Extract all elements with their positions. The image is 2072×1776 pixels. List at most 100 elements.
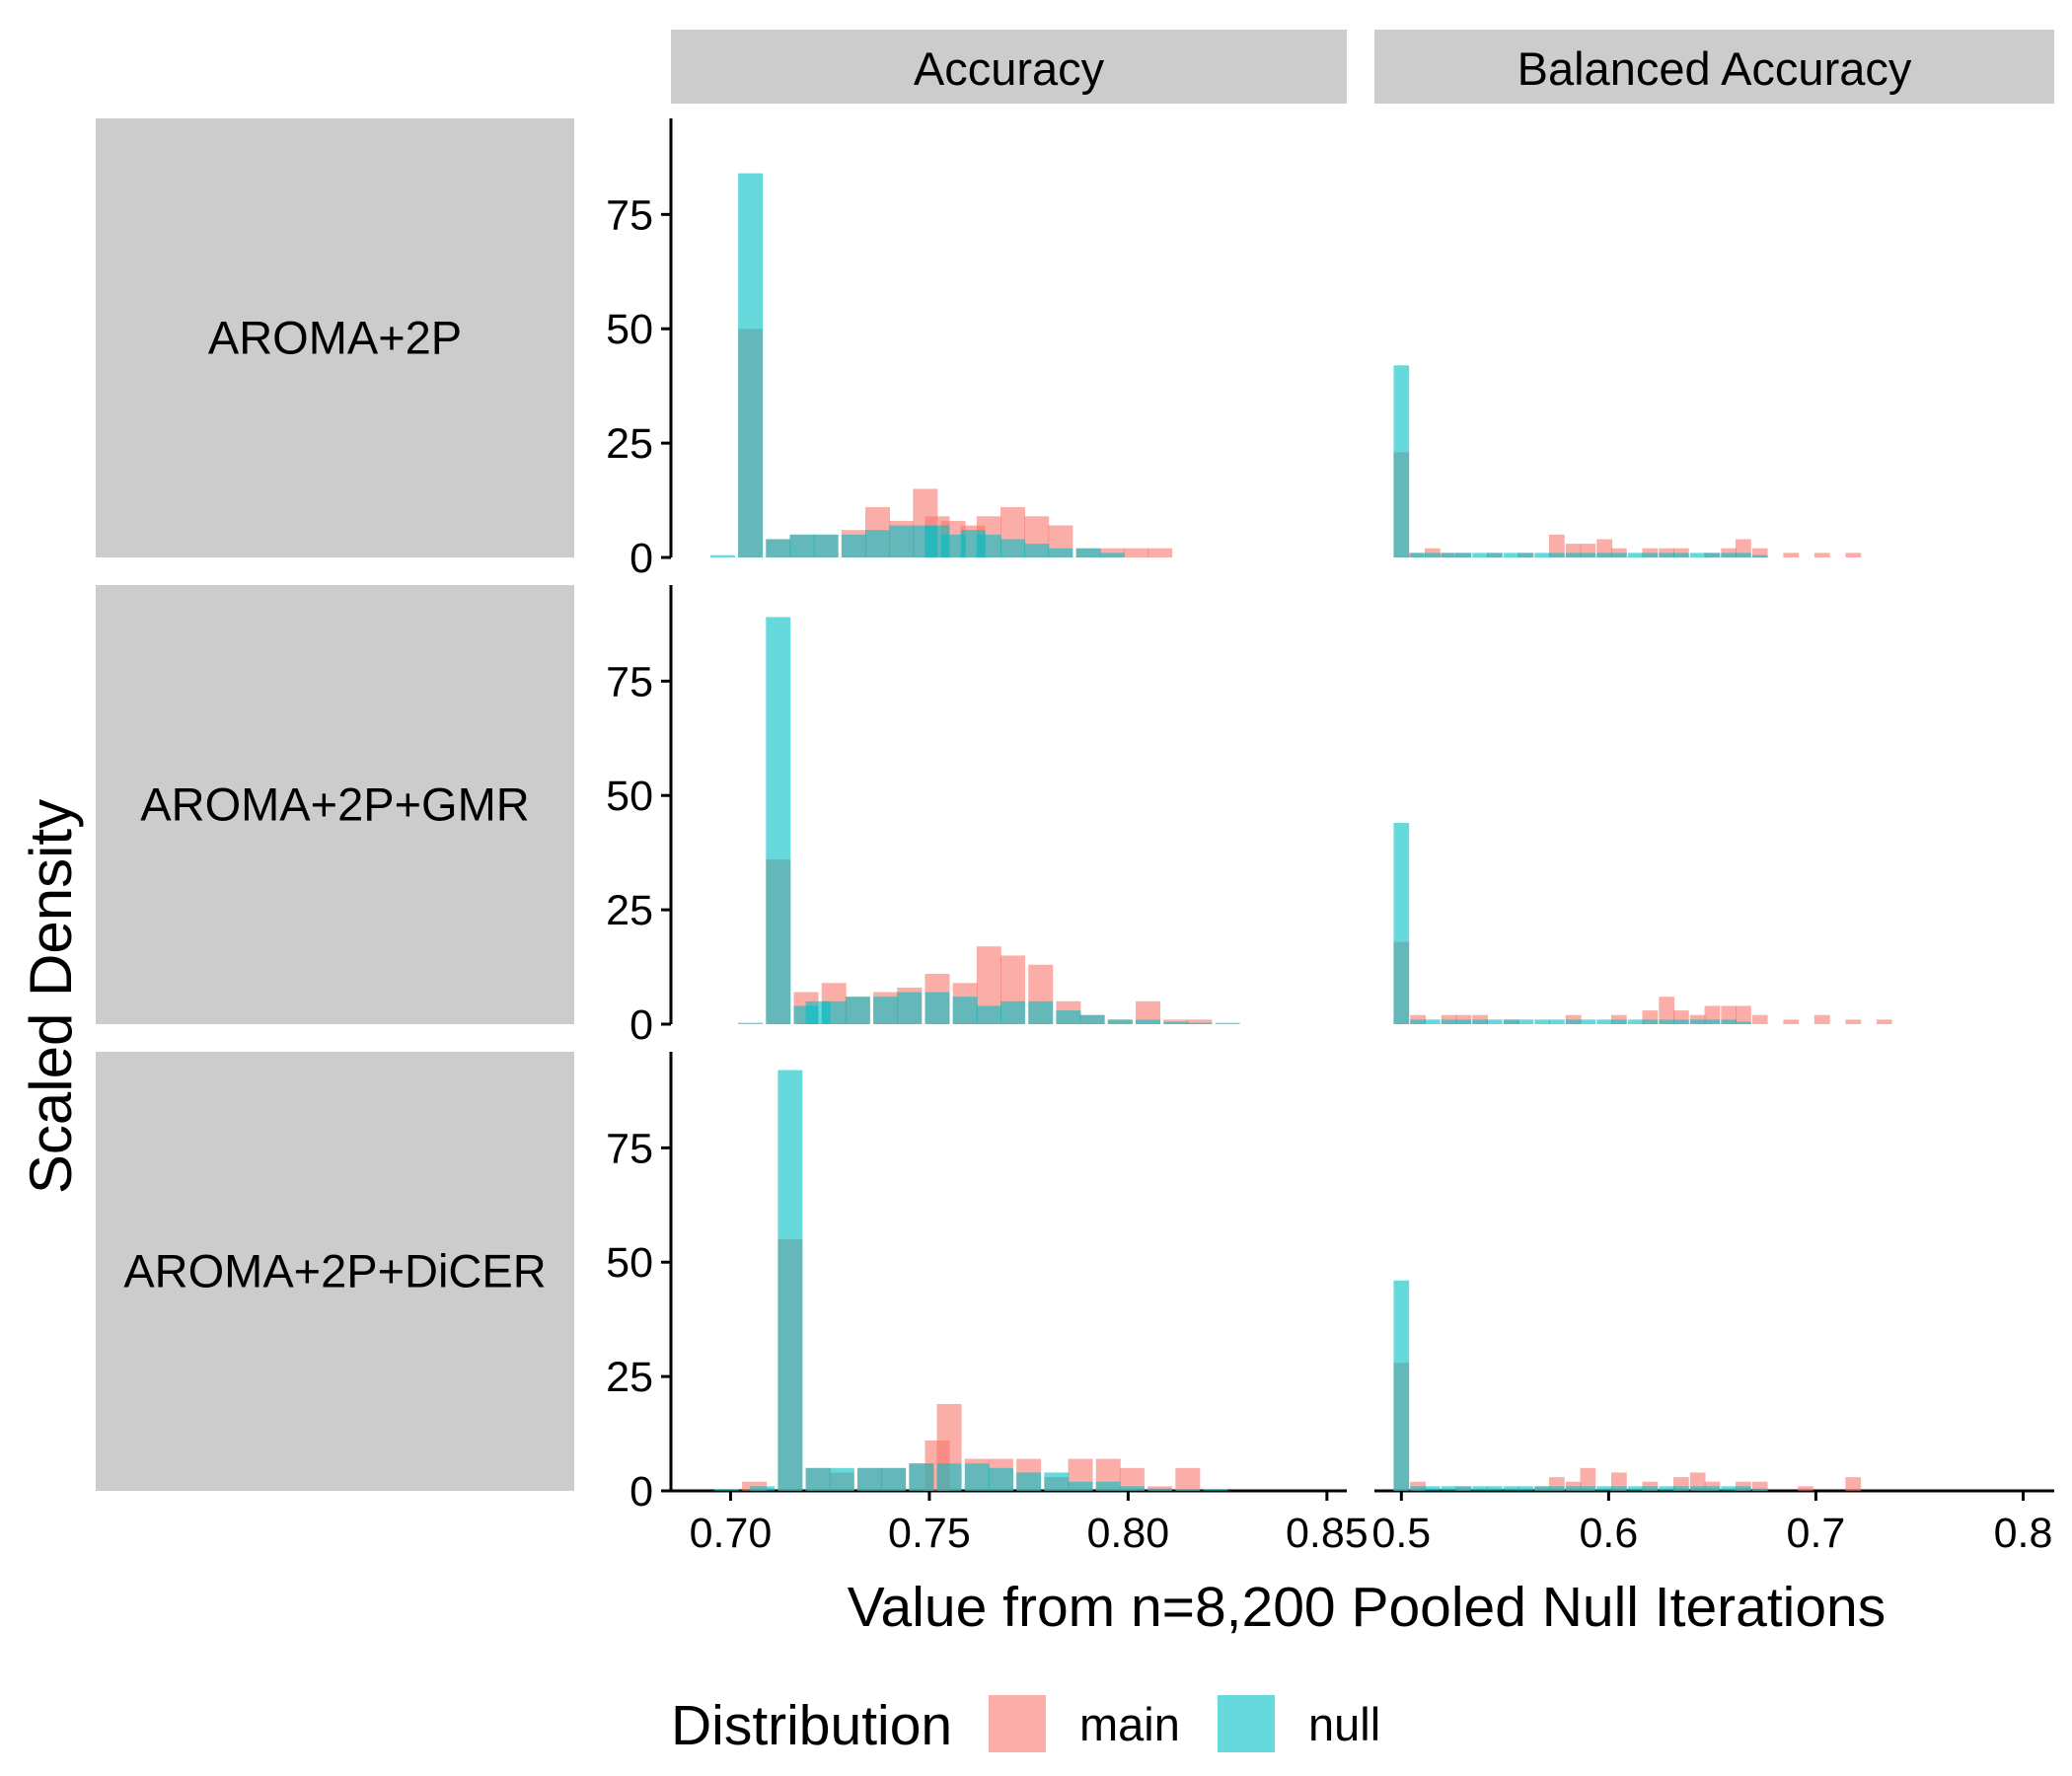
- bar-null: [1503, 1486, 1519, 1491]
- bar-null: [1673, 1019, 1689, 1024]
- bar-null: [1028, 1000, 1054, 1024]
- bar-null: [1565, 553, 1582, 557]
- bar-main: [1119, 1467, 1145, 1491]
- bar-null: [889, 525, 915, 557]
- bar-main: [1136, 1000, 1161, 1024]
- bar-null: [829, 1467, 854, 1491]
- row-strip-label: AROMA+2P: [208, 312, 462, 364]
- y-tick-label: 25: [606, 420, 653, 468]
- bar-null: [1627, 1486, 1644, 1491]
- y-tick-label: 75: [606, 191, 653, 239]
- legend-label-main: main: [1079, 1698, 1180, 1750]
- bar-main: [1410, 1014, 1426, 1024]
- bar-null: [709, 555, 735, 557]
- bar-null: [1610, 1019, 1627, 1024]
- bar-null: [1517, 553, 1534, 557]
- bar-null: [1704, 553, 1721, 557]
- bar-main: [1736, 1481, 1751, 1491]
- column-strip: [671, 30, 1347, 104]
- legend-key-null: [1218, 1695, 1275, 1752]
- y-axis-title: Scaled Density: [18, 799, 84, 1194]
- bar-null: [1441, 1019, 1457, 1024]
- bar-null: [1472, 1486, 1489, 1491]
- bar-main: [1642, 1481, 1659, 1491]
- bar-main: [1845, 1477, 1862, 1491]
- bar-null: [1548, 553, 1565, 557]
- y-tick-label: 50: [606, 306, 653, 353]
- bar-main: [1472, 1014, 1489, 1024]
- bar-null: [1215, 1022, 1240, 1024]
- bar-null: [1119, 1486, 1145, 1491]
- bar-null: [976, 1005, 1001, 1024]
- facet-strips: Accuracy Balanced Accuracy AROMA+2P AROMA+2…: [96, 30, 2054, 1491]
- x-tick-label: 0.80: [1087, 1510, 1170, 1557]
- bar-null: [936, 1463, 962, 1491]
- bar-main: [1876, 1019, 1892, 1024]
- bar-null: [1099, 553, 1125, 557]
- bar-null: [1627, 1019, 1644, 1024]
- row-strip: [96, 1052, 574, 1491]
- bar-null: [1410, 1019, 1426, 1024]
- bar-null: [1075, 548, 1101, 557]
- x-tick-label: 0.5: [1371, 1510, 1431, 1557]
- bar-null: [881, 1467, 907, 1491]
- bar-null: [1000, 1000, 1026, 1024]
- bar-null: [865, 530, 891, 557]
- bar-null: [952, 997, 978, 1024]
- bar-null: [821, 1000, 847, 1024]
- y-tick-label: 0: [629, 1468, 653, 1516]
- bar-main: [1565, 1014, 1582, 1024]
- bar-null: [1659, 553, 1675, 557]
- bar-null: [1503, 1019, 1519, 1024]
- y-tick-label: 25: [606, 887, 653, 934]
- bar-null: [1704, 1019, 1721, 1024]
- bar-null: [1596, 1019, 1613, 1024]
- bar-main: [1441, 1014, 1457, 1024]
- bar-null: [738, 173, 764, 557]
- bar-null: [1147, 1488, 1173, 1491]
- bar-null: [1016, 1472, 1042, 1491]
- bar-null: [1689, 1019, 1706, 1024]
- bar-null: [841, 534, 866, 557]
- bar-main: [1147, 548, 1173, 557]
- bar-null: [1721, 1486, 1738, 1491]
- bar-null: [1393, 823, 1410, 1024]
- bar-null: [1107, 1019, 1133, 1024]
- axis-titles: Scaled Density Value from n=8,200 Pooled…: [18, 799, 1886, 1639]
- axes: 0 25 50 75 0 25 50 75 0 25 50 75 0.70 0.75 0.80 0.85 0.5…: [606, 118, 2054, 1557]
- bar-main: [742, 1481, 768, 1491]
- bar-null: [1393, 1280, 1410, 1491]
- bar-null: [845, 997, 870, 1024]
- row-strip-label: AROMA+2P+DiCER: [123, 1245, 546, 1297]
- legend-title: Distribution: [671, 1694, 952, 1757]
- bar-null: [1610, 553, 1627, 557]
- bar-main: [1565, 1481, 1582, 1491]
- bar-null: [1548, 1019, 1565, 1024]
- bar-null: [1517, 1486, 1534, 1491]
- bar-main: [1736, 1005, 1751, 1024]
- bar-null: [1163, 1021, 1189, 1024]
- x-tick-label: 0.70: [690, 1510, 773, 1557]
- bar-null: [1565, 1019, 1582, 1024]
- bar-null: [1642, 553, 1659, 557]
- bar-main: [1610, 1014, 1627, 1024]
- bar-null: [1534, 1486, 1551, 1491]
- bar-main: [1813, 1014, 1830, 1024]
- y-tick-label: 75: [606, 1125, 653, 1172]
- bar-main: [1751, 548, 1768, 557]
- bar-main: [1813, 553, 1830, 557]
- column-strip-label: Balanced Accuracy: [1517, 42, 1912, 95]
- bar-null: [1642, 1486, 1659, 1491]
- bar-null: [1689, 1486, 1706, 1491]
- histogram-bars: [709, 173, 1892, 1491]
- bar-main: [1798, 1486, 1813, 1491]
- x-tick-label: 0.7: [1787, 1510, 1846, 1557]
- bar-null: [1721, 553, 1738, 557]
- column-strip-label: Accuracy: [914, 42, 1105, 95]
- bar-null: [1596, 1486, 1613, 1491]
- y-tick-label: 25: [606, 1354, 653, 1401]
- bar-main: [1689, 1014, 1706, 1024]
- bar-null: [1424, 1019, 1441, 1024]
- bar-main: [1783, 553, 1800, 557]
